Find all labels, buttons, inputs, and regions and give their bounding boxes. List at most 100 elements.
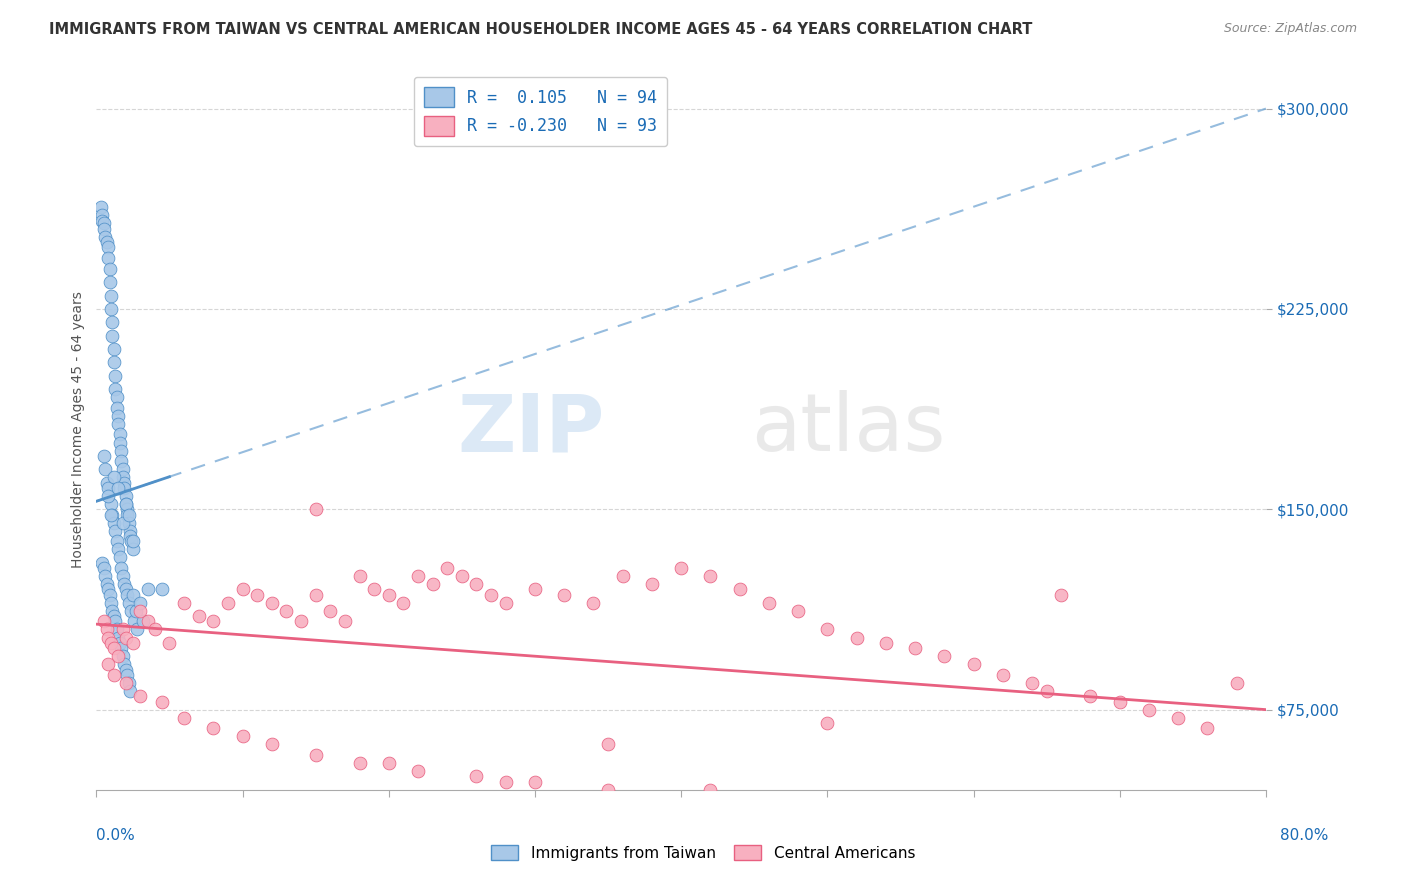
Point [100,288,122,302]
Point [699,782,721,797]
Point [97,582,120,597]
Point [103,470,125,484]
Point [117,596,139,610]
Point [108,550,131,565]
Point [114,497,136,511]
Point [103,609,125,624]
Point [904,641,927,656]
Point [349,569,371,583]
Point [97,481,120,495]
Point [377,756,399,770]
Point [96,577,118,591]
Point [934,649,956,664]
Point [596,782,619,797]
Point [143,623,166,637]
Point [612,569,634,583]
Point [596,737,619,751]
Text: 80.0%: 80.0% [1281,828,1329,843]
Point [465,577,488,591]
Point [114,663,136,677]
Point [111,516,134,530]
Point [523,582,546,597]
Point [582,596,605,610]
Point [118,529,141,543]
Point [333,615,356,629]
Point [108,427,131,442]
Point [93,615,115,629]
Point [875,636,897,650]
Point [129,690,152,704]
Text: Source: ZipAtlas.com: Source: ZipAtlas.com [1223,22,1357,36]
Point [122,636,145,650]
Point [260,596,283,610]
Point [202,615,225,629]
Point [108,435,131,450]
Point [1021,676,1043,690]
Point [111,649,134,664]
Point [728,582,751,597]
Point [991,668,1014,682]
Point [304,747,326,762]
Point [112,657,135,672]
Legend: Immigrants from Taiwan, Central Americans: Immigrants from Taiwan, Central American… [484,837,922,868]
Point [136,582,159,597]
Point [173,596,195,610]
Point [117,508,139,522]
Point [120,604,142,618]
Point [105,401,128,415]
Point [105,623,128,637]
Point [103,668,125,682]
Point [122,542,145,557]
Point [202,722,225,736]
Point [246,588,269,602]
Point [104,524,127,538]
Point [523,774,546,789]
Point [260,737,283,751]
Point [94,462,117,476]
Point [1181,836,1204,850]
Point [103,355,125,369]
Point [103,516,125,530]
Point [962,817,984,831]
Point [112,577,135,591]
Point [117,516,139,530]
Point [436,561,458,575]
Point [97,240,120,254]
Point [97,657,120,672]
Point [450,569,472,583]
Point [114,582,136,597]
Point [669,561,692,575]
Point [1050,588,1073,602]
Point [110,454,132,468]
Point [114,489,136,503]
Point [91,209,114,223]
Point [815,801,838,815]
Point [129,596,152,610]
Point [117,676,139,690]
Point [107,542,129,557]
Point [118,524,141,538]
Point [103,342,125,356]
Legend: R =  0.105   N = 94, R = -0.230   N = 93: R = 0.105 N = 94, R = -0.230 N = 93 [415,77,668,146]
Point [699,569,721,583]
Point [122,588,145,602]
Y-axis label: Householder Income Ages 45 - 64 years: Householder Income Ages 45 - 64 years [72,291,86,567]
Point [114,631,136,645]
Point [107,649,129,664]
Point [111,569,134,583]
Point [1035,822,1057,837]
Point [98,261,121,276]
Point [107,481,129,495]
Point [845,631,868,645]
Point [815,716,838,731]
Point [93,217,115,231]
Point [406,569,429,583]
Point [90,201,112,215]
Point [304,588,326,602]
Point [103,641,125,656]
Point [349,756,371,770]
Point [114,676,136,690]
Point [115,588,138,602]
Point [159,636,181,650]
Point [100,301,122,316]
